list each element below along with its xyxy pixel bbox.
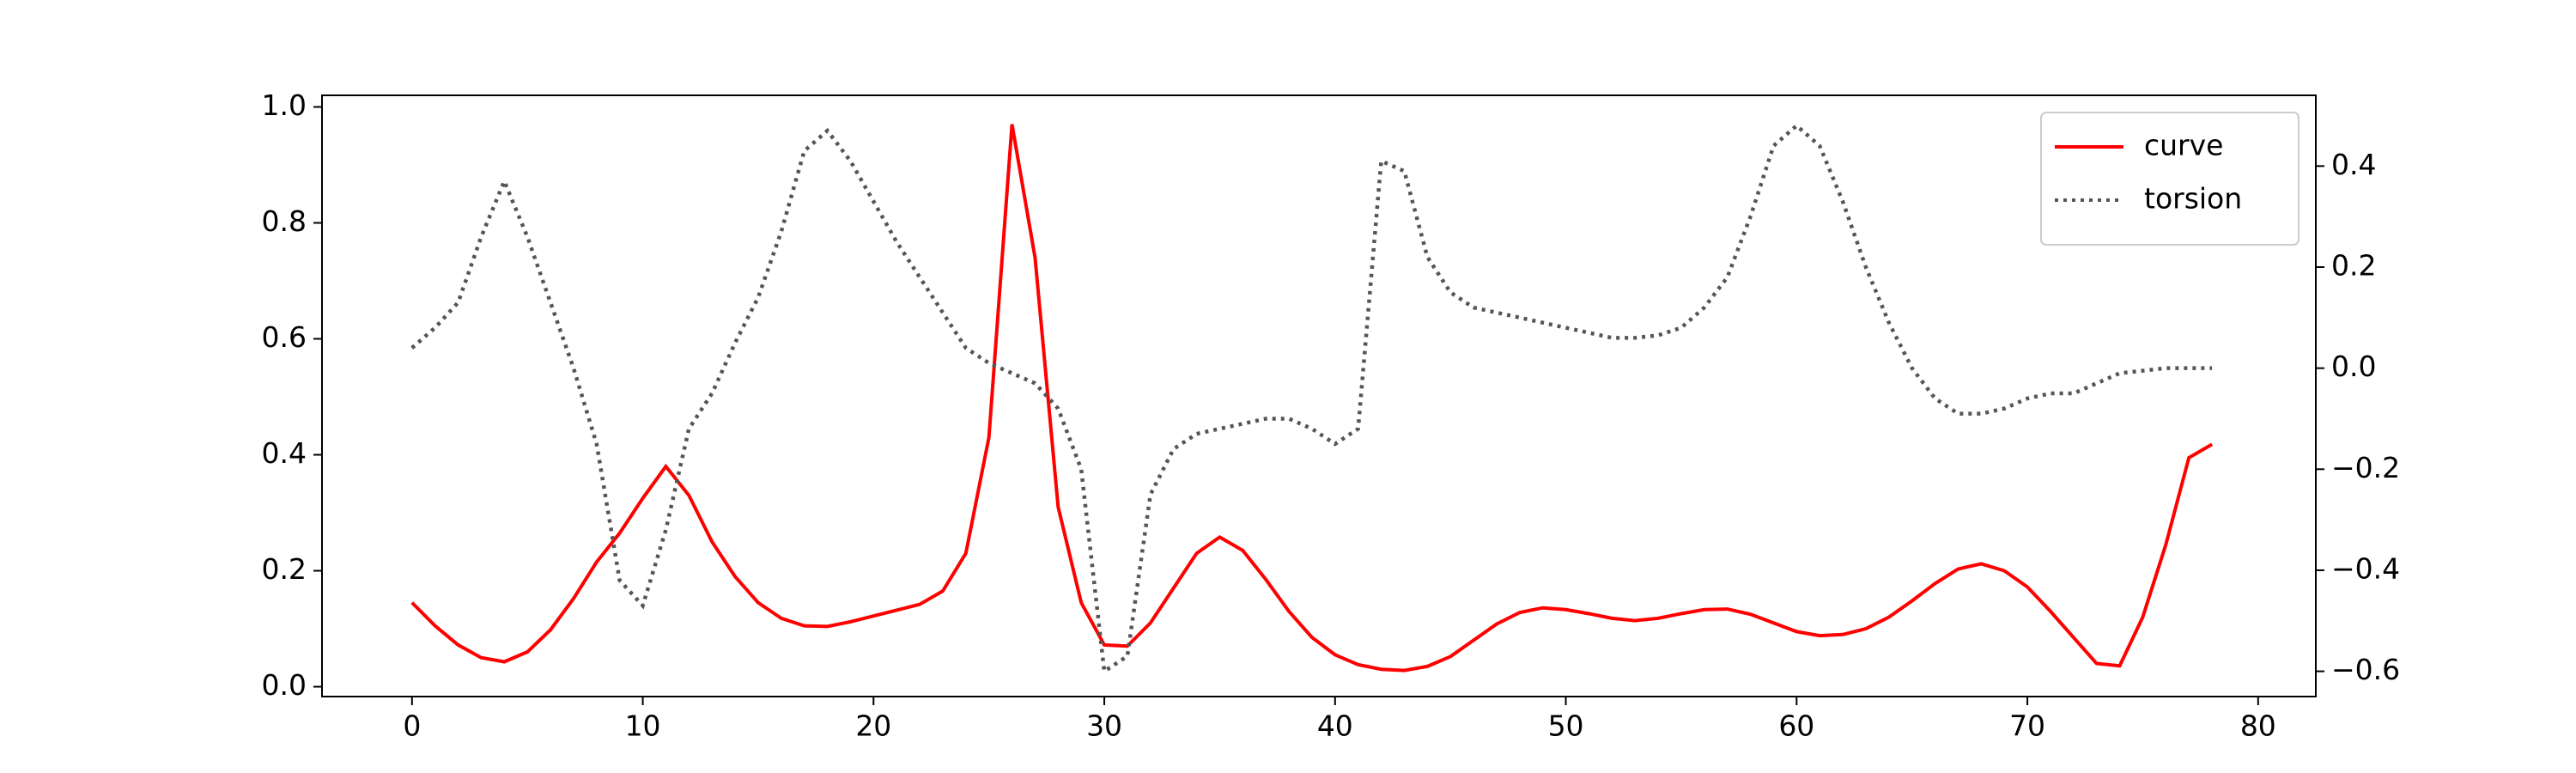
x-tick-label: 80: [2240, 709, 2276, 743]
series-line: [410, 123, 2213, 675]
legend-label: curve: [2144, 129, 2223, 162]
y2-tick-label: 0.2: [2331, 249, 2376, 283]
y-tick-label: 0.8: [262, 204, 307, 238]
series-line: [410, 124, 2214, 673]
legend-label: torsion: [2144, 182, 2242, 216]
x-tick-label: 0: [403, 709, 421, 743]
x-tick-label: 60: [1778, 709, 1814, 743]
y-tick-label: 0.6: [262, 320, 307, 354]
y-tick-label: 0.4: [262, 436, 307, 470]
y-tick-label: 1.0: [262, 88, 307, 122]
x-tick-label: 20: [855, 709, 891, 743]
x-tick-label: 70: [2009, 709, 2045, 743]
x-tick-label: 40: [1317, 709, 1353, 743]
y2-tick-label: −0.6: [2331, 653, 2400, 686]
plot-frame: [321, 94, 2317, 697]
y-tick-label: 0.0: [262, 668, 307, 702]
y2-tick-label: −0.2: [2331, 451, 2400, 484]
x-tick-label: 50: [1548, 709, 1584, 743]
x-tick-label: 30: [1086, 709, 1122, 743]
y-tick-label: 0.2: [262, 552, 307, 586]
x-tick-label: 10: [625, 709, 661, 743]
y2-tick-label: 0.4: [2331, 148, 2376, 181]
y2-tick-label: −0.4: [2331, 551, 2400, 585]
y2-tick-label: 0.0: [2331, 350, 2376, 383]
